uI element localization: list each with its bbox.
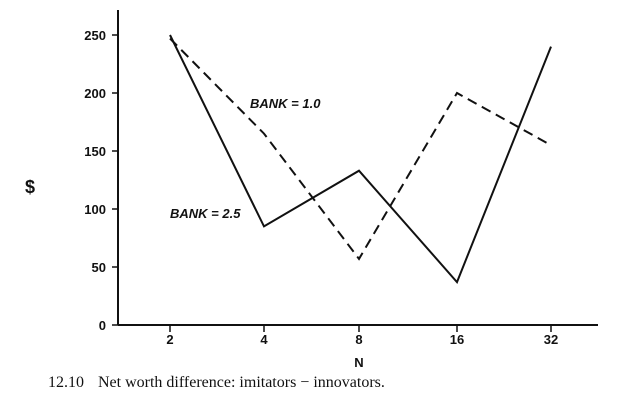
series-line-bank-2-5 (169, 34, 552, 284)
caption-text: Net worth difference: imitators − innova… (98, 374, 385, 391)
x-tick-label-8: 8 (355, 332, 362, 347)
x-tick-label-4: 4 (260, 332, 268, 347)
series-line-bank-1-0 (169, 37, 552, 261)
y-tick-label-100: 100 (84, 202, 106, 217)
x-tick-label-16: 16 (450, 332, 464, 347)
y-tick-label-0: 0 (99, 318, 106, 333)
y-tick-label-200: 200 (84, 86, 106, 101)
line-chart-svg: 0 50 100 150 200 250 2 4 8 16 32 $ N BANK = 1.0 BANK =… (25, 10, 598, 370)
x-axis-title: N (354, 355, 363, 370)
figure-number: 12.10 (48, 374, 84, 391)
figure-caption: 12.10 Net worth difference: imitators − … (48, 374, 638, 392)
x-tick-label-2: 2 (166, 332, 173, 347)
y-tick-label-150: 150 (84, 144, 106, 159)
x-tick-label-32: 32 (544, 332, 558, 347)
y-tick-label-250: 250 (84, 28, 106, 43)
y-tick-label-50: 50 (92, 260, 106, 275)
y-axis-title: $ (25, 177, 35, 197)
series-label-bank-1-0: BANK = 1.0 (250, 96, 321, 111)
series-label-bank-2-5: BANK = 2.5 (170, 206, 241, 221)
